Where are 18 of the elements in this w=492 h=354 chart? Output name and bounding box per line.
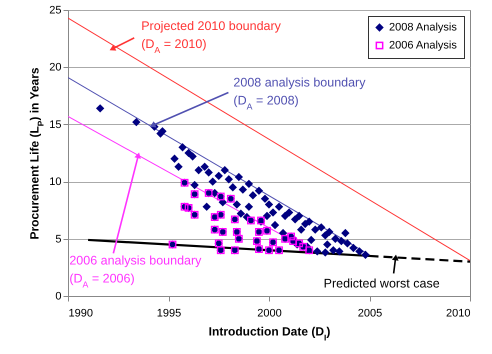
annotation: 2008 analysis boundary (D$_{A}$ = 2008) [233, 76, 366, 112]
y-tick-label: 15 [49, 118, 62, 131]
x-tick-label: 2005 [358, 308, 382, 320]
annotation: Projected 2010 boundary (D$_{A}$ = 2010) [141, 18, 282, 55]
x-tick-label: 2010 [446, 308, 470, 320]
annotation: 2006 analysis boundary (D$_{A}$ = 2006) [69, 253, 202, 290]
legend-label: 2006 Analysis [389, 40, 458, 52]
x-tick-label: 1995 [156, 308, 182, 320]
legend-label: 2008 Analysis [389, 22, 458, 34]
annotation: Predicted worst case [324, 276, 440, 290]
y-tick-label: 0 [55, 290, 62, 302]
x-tick-label: 1990 [68, 308, 93, 320]
y-tick-label: 25 [49, 4, 62, 16]
y-tick-label: 20 [49, 62, 62, 74]
x-axis-title: Introduction Date (D$_{I}$) [208, 324, 330, 342]
x-tick-label: 2000 [257, 308, 282, 320]
y-tick-label: 5 [55, 233, 62, 246]
y-tick-label: 10 [49, 176, 62, 188]
